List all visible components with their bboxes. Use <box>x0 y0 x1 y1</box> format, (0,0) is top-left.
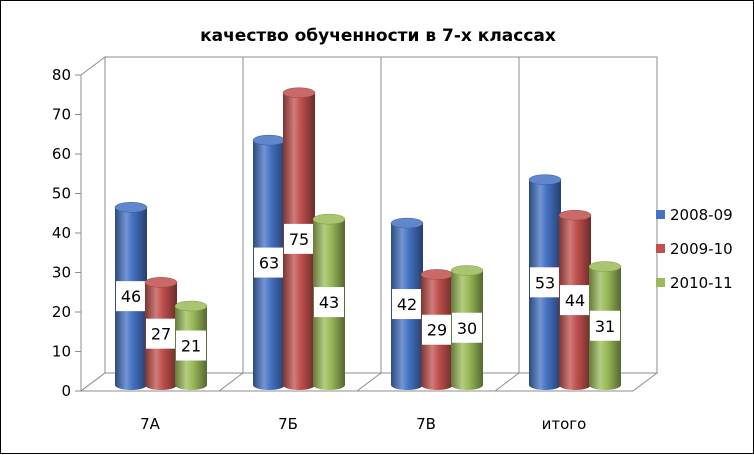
y-tick-label: 80 <box>52 66 71 84</box>
data-label: 63 <box>259 254 279 273</box>
x-tick-label: 7Б <box>278 415 298 433</box>
bar-top <box>144 277 178 288</box>
bar: 42 <box>390 217 424 390</box>
bar: 30 <box>450 265 484 390</box>
bar-top <box>558 209 592 221</box>
data-label: 43 <box>319 293 339 312</box>
bar-top <box>174 300 208 312</box>
legend-label: 2008-09 <box>670 206 733 224</box>
y-tick-label: 30 <box>52 264 71 282</box>
bar-top <box>312 213 346 225</box>
y-tick-label: 40 <box>52 224 71 242</box>
bar-top <box>588 261 622 272</box>
data-label-box <box>560 285 590 316</box>
y-tick-label: 20 <box>52 303 71 321</box>
chart-walls <box>79 56 659 392</box>
legend-swatch <box>656 244 665 253</box>
bar: 75 <box>282 87 316 390</box>
y-tick-label: 10 <box>52 343 71 361</box>
bar-top <box>528 174 562 185</box>
legend-swatch <box>656 210 665 219</box>
side-wall <box>80 56 106 392</box>
bar-top <box>420 269 454 280</box>
data-label: 46 <box>121 287 141 306</box>
data-label: 31 <box>595 317 615 336</box>
bar: 46 <box>114 202 148 390</box>
bar: 53 <box>528 174 562 390</box>
bar: 43 <box>312 213 346 390</box>
data-label: 53 <box>535 273 555 292</box>
data-label-box <box>284 223 314 254</box>
data-label: 29 <box>427 321 447 340</box>
bar-top <box>450 265 484 276</box>
data-label-box <box>590 310 620 341</box>
legend: 2008-09 2009-10 2010-11 <box>656 206 733 292</box>
y-tick-label: 0 <box>61 382 71 400</box>
gridline <box>356 372 382 392</box>
x-axis: 7А 7Б 7В итого <box>81 390 633 433</box>
x-tick-label: итого <box>542 415 587 433</box>
bar: 27 <box>144 277 178 390</box>
data-label: 42 <box>397 295 417 314</box>
bar-top <box>390 217 424 229</box>
bar-top <box>282 87 316 98</box>
y-axis: 0 10 20 30 40 50 60 70 80 <box>52 66 82 400</box>
gridline <box>494 372 520 392</box>
data-label: 75 <box>289 230 309 249</box>
bar: 63 <box>252 134 286 390</box>
bar: 44 <box>558 209 592 390</box>
gridline <box>218 372 244 392</box>
data-label-box <box>530 267 560 298</box>
bar-top <box>114 202 148 213</box>
bar-top <box>252 134 286 146</box>
data-label-box <box>116 281 146 312</box>
data-label: 21 <box>181 337 201 356</box>
chart-title: качество обученности в 7-х классах <box>200 26 556 46</box>
x-tick-label: 7В <box>416 415 436 433</box>
x-tick-label: 7А <box>140 415 161 433</box>
legend-label: 2010-11 <box>670 274 733 292</box>
data-label: 27 <box>151 325 171 344</box>
data-label-box <box>392 289 422 320</box>
y-tick-label: 70 <box>52 106 71 124</box>
bar: 21 <box>174 300 208 390</box>
bar: 31 <box>588 261 622 390</box>
data-label-box <box>176 330 206 361</box>
data-label: 30 <box>457 319 477 338</box>
data-label: 44 <box>565 291 585 310</box>
y-tick-label: 50 <box>52 185 71 203</box>
legend-swatch <box>656 278 665 287</box>
bars: 46 27 21 63 75 43 42 29 30 53 44 31 <box>114 87 622 390</box>
data-label-box <box>254 247 284 278</box>
legend-label: 2009-10 <box>670 240 733 258</box>
data-label-box <box>314 287 344 318</box>
data-label-box <box>146 318 176 349</box>
data-label-box <box>452 312 482 343</box>
y-tick-label: 60 <box>52 145 71 163</box>
bar: 29 <box>420 269 454 390</box>
data-label-box <box>422 314 452 345</box>
